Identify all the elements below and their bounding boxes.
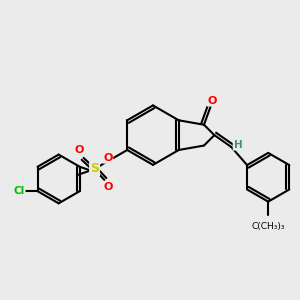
Text: C(CH₃)₃: C(CH₃)₃ xyxy=(251,223,285,232)
Text: O: O xyxy=(207,96,217,106)
Text: H: H xyxy=(234,140,242,150)
Text: S: S xyxy=(90,162,99,176)
Text: Cl: Cl xyxy=(14,186,25,196)
Text: O: O xyxy=(103,182,113,192)
Text: O: O xyxy=(103,153,112,163)
Text: O: O xyxy=(75,146,84,155)
